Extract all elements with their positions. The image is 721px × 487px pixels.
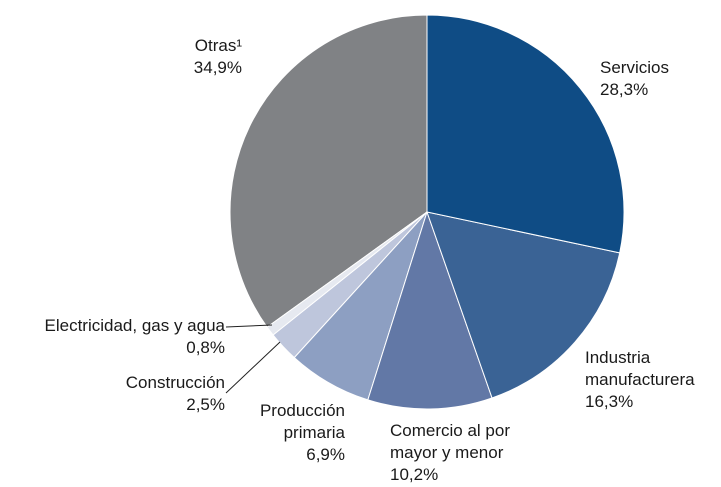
slice-label: Electricidad, gas y agua 0,8% [0, 315, 226, 359]
value-label: 34,9% [193, 58, 242, 77]
pie-slice [426, 14, 625, 254]
category-name: Servicios [600, 58, 669, 77]
category-name: Construcción [125, 373, 225, 392]
slice-label: Construcción 2,5% [80, 372, 225, 416]
value-label: 10,2% [390, 465, 439, 484]
slice-label: Comercio al por mayor y menor 10,2% [390, 420, 540, 486]
value-label: 0,8% [186, 338, 225, 357]
category-name: Otras¹ [194, 36, 242, 55]
value-label: 6,9% [306, 445, 345, 464]
pie-slice [229, 14, 428, 328]
value-label: 2,5% [186, 395, 225, 414]
value-label: 28,3% [600, 80, 649, 99]
slice-label: Industria manufacturera 16,3% [585, 347, 721, 413]
slice-label: Producción primaria 6,9% [230, 400, 345, 466]
category-name: Industria manufacturera [585, 348, 695, 389]
category-name: Comercio al por mayor y menor [390, 421, 510, 462]
leader-line [225, 324, 273, 328]
pie-slice [426, 211, 621, 399]
slice-label: Servicios 28,3% [600, 57, 720, 101]
category-name: Electricidad, gas y agua [44, 316, 226, 335]
category-name: Producción primaria [259, 401, 345, 442]
value-label: 16,3% [585, 392, 634, 411]
slice-label: Otras¹ 34,9% [120, 35, 242, 79]
leader-line [225, 341, 281, 394]
pie-slice [367, 210, 493, 410]
